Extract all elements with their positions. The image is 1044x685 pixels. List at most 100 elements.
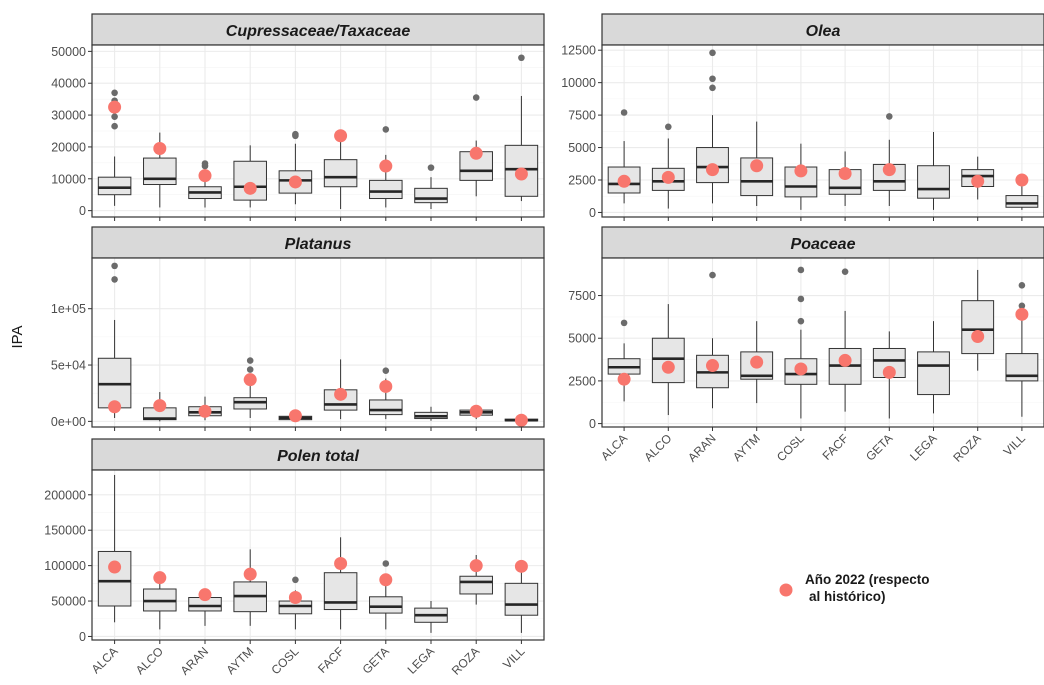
x-tick-label: FACF bbox=[315, 644, 347, 676]
box-aran bbox=[696, 49, 729, 204]
year-2022-point bbox=[108, 400, 122, 414]
outlier-point bbox=[797, 266, 805, 274]
plot-border bbox=[91, 469, 545, 641]
outlier-point bbox=[841, 268, 849, 275]
box-roza bbox=[961, 156, 995, 200]
x-tick-label: AYTM bbox=[223, 644, 256, 677]
box-iqr bbox=[414, 187, 448, 204]
box-aytm bbox=[740, 321, 774, 404]
outlier-point bbox=[1018, 282, 1026, 289]
panel-cupressaceae-taxaceae: Cupressaceae/Taxaceae 0 10000 20000 30000 400… bbox=[51, 13, 545, 221]
box-geta bbox=[369, 560, 403, 630]
box-cosl bbox=[278, 130, 313, 205]
x-tick-label: GETA bbox=[863, 431, 895, 463]
x-tick-label: COSL bbox=[269, 644, 302, 677]
y-tick-label: 12500 bbox=[561, 44, 596, 58]
box-iqr bbox=[143, 157, 177, 186]
year-2022-point bbox=[882, 365, 896, 379]
legend: Año 2022 (respecto al histórico) bbox=[779, 572, 930, 604]
year-2022-point bbox=[617, 372, 631, 386]
strip-background bbox=[91, 438, 545, 471]
strip-background bbox=[91, 13, 545, 46]
outlier-point bbox=[111, 113, 118, 120]
year-2022-point bbox=[108, 560, 122, 574]
box-alca bbox=[607, 109, 641, 204]
box-roza bbox=[459, 94, 493, 197]
year-2022-point bbox=[198, 588, 212, 602]
box-cosl bbox=[278, 576, 313, 630]
outlier-point bbox=[382, 367, 390, 374]
outlier-point bbox=[518, 54, 525, 62]
year-2022-point bbox=[706, 163, 719, 177]
box-vill bbox=[504, 413, 539, 427]
y-tick-label: 50000 bbox=[51, 595, 86, 609]
y-tick-label: 10000 bbox=[51, 172, 86, 186]
panel-title: Polen total bbox=[277, 448, 359, 465]
box-aytm bbox=[233, 357, 267, 418]
outlier-point bbox=[382, 126, 390, 133]
box-cosl bbox=[784, 266, 818, 419]
outlier-point bbox=[111, 262, 118, 270]
strip-background bbox=[601, 13, 1044, 46]
x-tick-label: ROZA bbox=[950, 431, 983, 464]
outlier-point bbox=[709, 75, 716, 83]
legend-label-line2: al histórico) bbox=[809, 589, 886, 604]
year-2022-point bbox=[198, 404, 212, 418]
box-aran bbox=[188, 160, 222, 208]
box-facf bbox=[323, 129, 358, 210]
box-facf bbox=[828, 151, 862, 206]
box-roza bbox=[961, 269, 995, 371]
panel-olea: Olea 0 2500 5000 7500 10000 12500 bbox=[561, 13, 1044, 221]
box-facf bbox=[828, 268, 862, 412]
box-aran bbox=[188, 588, 222, 626]
panel-title: Platanus bbox=[285, 236, 352, 253]
y-tick-label: 30000 bbox=[51, 109, 86, 123]
y-tick-label: 0e+00 bbox=[51, 415, 86, 429]
year-2022-point bbox=[198, 169, 212, 183]
y-tick-label: 5000 bbox=[568, 332, 596, 346]
outlier-point bbox=[382, 560, 390, 567]
year-2022-point bbox=[794, 164, 808, 178]
y-tick-label: 150000 bbox=[44, 524, 86, 538]
outlier-point bbox=[709, 84, 716, 92]
outlier-point bbox=[665, 123, 672, 131]
x-tick-label: COSL bbox=[774, 431, 807, 464]
outlier-point bbox=[620, 319, 628, 327]
outlier-point bbox=[709, 49, 716, 57]
y-tick-label: 50000 bbox=[51, 45, 86, 59]
year-2022-point bbox=[153, 142, 167, 156]
box-aytm bbox=[233, 145, 267, 208]
box-iqr bbox=[323, 572, 358, 611]
box-iqr bbox=[1005, 195, 1039, 208]
year-2022-point bbox=[838, 353, 852, 367]
x-tick-label: ALCO bbox=[133, 644, 166, 677]
x-tick-label: ALCA bbox=[89, 644, 121, 676]
box-geta bbox=[369, 126, 403, 208]
y-tick-label: 1e+05 bbox=[51, 302, 86, 316]
box-alco bbox=[143, 132, 177, 208]
year-2022-point bbox=[153, 571, 167, 585]
year-2022-point bbox=[706, 359, 719, 373]
x-tick-label: AYTM bbox=[730, 431, 763, 464]
outlier-point bbox=[246, 366, 254, 373]
year-2022-point bbox=[379, 379, 393, 393]
box-cosl bbox=[784, 143, 818, 210]
year-2022-point bbox=[971, 174, 985, 188]
plot-border bbox=[601, 257, 1044, 428]
box-iqr bbox=[97, 176, 132, 196]
year-2022-point bbox=[334, 387, 348, 401]
panel-poaceae: Poaceae 0 2500 5000 7500 ALCA ALCO ARAN AYTM COSL… bbox=[568, 226, 1044, 465]
panel-polen-total: Polen total 0 50000 100000 150000 200000 ALCA A… bbox=[44, 438, 545, 678]
year-2022-point bbox=[243, 373, 257, 387]
x-tick-label: FACF bbox=[820, 431, 852, 463]
box-alca bbox=[97, 262, 132, 418]
outlier-point bbox=[201, 160, 209, 167]
year-2022-point bbox=[838, 167, 852, 181]
box-iqr bbox=[459, 575, 493, 595]
box-iqr bbox=[97, 550, 132, 607]
outlier-point bbox=[620, 109, 628, 116]
box-cosl bbox=[278, 409, 313, 423]
year-2022-point bbox=[617, 174, 631, 188]
box-iqr bbox=[651, 337, 685, 384]
x-tick-label: ROZA bbox=[449, 644, 482, 677]
